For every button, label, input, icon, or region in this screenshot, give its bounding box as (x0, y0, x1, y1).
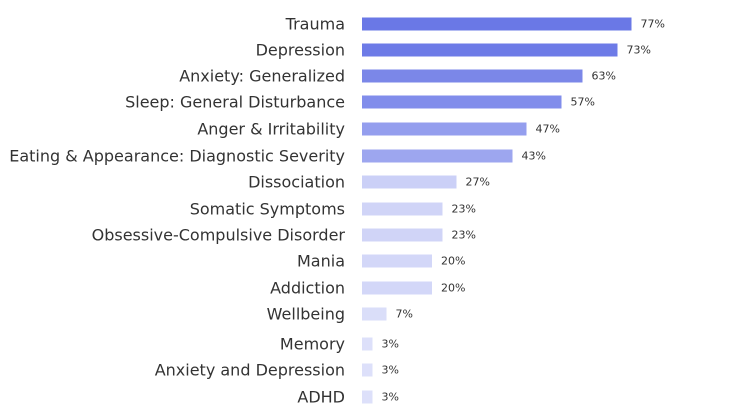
value-label-1: 73% (627, 44, 651, 57)
bar-5 (362, 149, 513, 163)
value-label-11: 7% (396, 308, 413, 321)
value-label-13: 3% (382, 364, 399, 377)
bar-8 (362, 228, 443, 242)
bar-4 (362, 122, 527, 136)
bar-13 (362, 363, 373, 377)
value-label-2: 63% (592, 70, 616, 83)
value-label-14: 3% (382, 391, 399, 404)
category-label-5: Eating & Appearance: Diagnostic Severity (9, 147, 345, 166)
bar-1 (362, 43, 618, 57)
category-label-4: Anger & Irritability (197, 120, 345, 139)
category-labels: Trauma Depression Anxiety: Generalized Slee… (9, 15, 345, 407)
value-label-9: 20% (441, 255, 465, 268)
bar-11 (362, 307, 387, 321)
category-label-0: Trauma (285, 15, 345, 34)
value-label-8: 23% (452, 229, 476, 242)
bar-9 (362, 254, 432, 268)
bar-2 (362, 69, 583, 83)
bar-10 (362, 281, 432, 295)
value-label-6: 27% (466, 176, 490, 189)
bar-7 (362, 202, 443, 216)
value-label-10: 20% (441, 282, 465, 295)
category-label-12: Memory (280, 335, 345, 354)
category-label-9: Mania (297, 252, 345, 271)
value-label-3: 57% (571, 96, 595, 109)
category-label-14: ADHD (297, 388, 345, 407)
category-label-13: Anxiety and Depression (155, 361, 345, 380)
value-label-4: 47% (536, 123, 560, 136)
category-label-6: Dissociation (248, 173, 345, 192)
bar-3 (362, 95, 562, 109)
bar-0 (362, 17, 632, 31)
bar-6 (362, 175, 457, 189)
bar-14 (362, 390, 373, 404)
value-label-7: 23% (452, 203, 476, 216)
value-label-12: 3% (382, 338, 399, 351)
category-label-3: Sleep: General Disturbance (125, 93, 345, 112)
value-labels: 77% 73% 63% 57% 47% 43% 27% 23% 23% 20% 20% 7% 3% 3% 3… (382, 18, 665, 404)
category-label-10: Addiction (270, 279, 345, 298)
category-label-8: Obsessive-Compulsive Disorder (92, 226, 346, 245)
value-label-0: 77% (641, 18, 665, 31)
bars-layer (362, 17, 632, 404)
category-label-11: Wellbeing (267, 305, 345, 324)
category-label-1: Depression (256, 41, 345, 60)
bar-12 (362, 337, 373, 351)
category-label-2: Anxiety: Generalized (179, 67, 345, 86)
value-label-5: 43% (522, 150, 546, 163)
category-label-7: Somatic Symptoms (190, 200, 345, 219)
